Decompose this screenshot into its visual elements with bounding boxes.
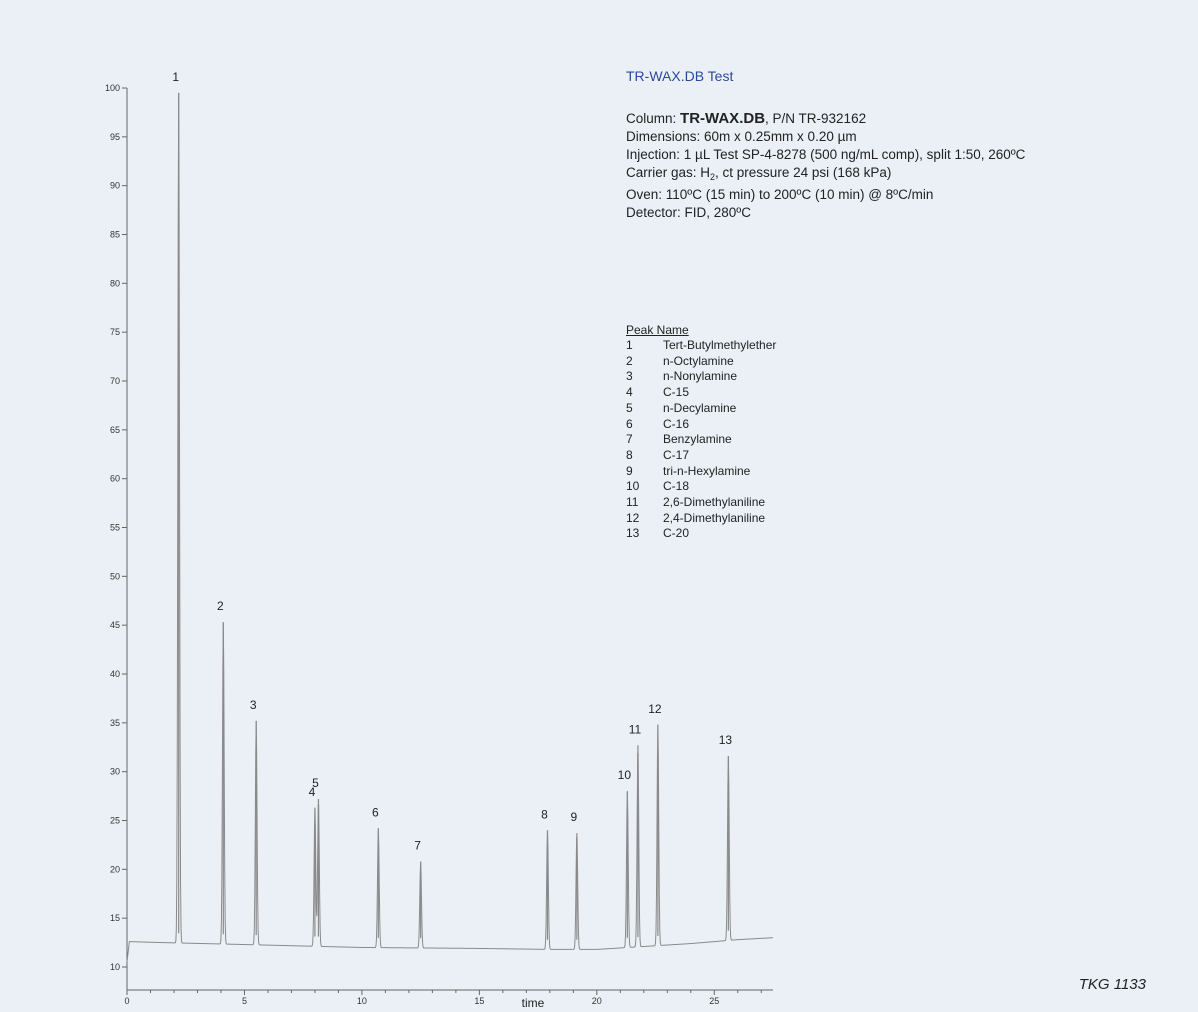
peak-number: 4 [626, 385, 633, 400]
peak-number: 8 [626, 447, 633, 462]
y-tick-label: 10 [110, 962, 120, 972]
peak-table-row: 7 Benzylamine [626, 432, 776, 448]
peak-number: 13 [626, 526, 640, 541]
peak-label: 7 [414, 839, 421, 853]
chromatogram-trace [126, 92, 774, 963]
peak-table-row: 6 C-16 [626, 417, 776, 433]
y-tick-label: 45 [110, 620, 120, 630]
oven-line: Oven: 110ºC (15 min) to 200ºC (10 min) @… [626, 187, 934, 202]
peak-name: C-20 [663, 526, 690, 541]
y-tick-label: 75 [110, 327, 120, 337]
peak-number: 12 [626, 510, 640, 525]
y-tick-label: 50 [110, 571, 120, 581]
x-tick-label: 15 [474, 996, 484, 1006]
injection-line: Injection: 1 µL Test SP-4-8278 (500 ng/m… [626, 147, 1026, 162]
peak-name: C-16 [663, 416, 690, 431]
peak-label: 10 [618, 768, 632, 782]
peak-label: 1 [172, 70, 179, 84]
peak-table-row: 5 n-Decylamine [626, 401, 776, 417]
column-line: Column: TR-WAX.DB, P/N TR-932162 [626, 110, 867, 127]
peak-name: C-17 [663, 447, 690, 462]
peak-table-row: 2 n-Octylamine [626, 354, 776, 370]
column-name: TR-WAX.DB [680, 110, 766, 127]
peak-number: 9 [626, 463, 633, 478]
peak-number: 6 [626, 416, 633, 431]
peak-number: 10 [626, 479, 640, 494]
peak-table-row: 9 tri-n-Hexylamine [626, 464, 776, 480]
peak-table-row: 8 C-17 [626, 448, 776, 464]
peak-name: n-Octylamine [663, 353, 734, 368]
peak-name: tri-n-Hexylamine [663, 463, 751, 478]
peak-name: Tert-Butylmethylether [663, 338, 777, 352]
carrier-gas-line: Carrier gas: H2, ct pressure 24 psi (168… [626, 165, 892, 182]
x-tick-label: 5 [242, 996, 247, 1006]
y-tick-label: 100 [105, 83, 120, 93]
peak-table-header: Peak Name [626, 323, 689, 337]
peak-label: 13 [719, 733, 733, 747]
peak-name: n-Decylamine [663, 400, 737, 415]
x-tick-label: 25 [709, 996, 719, 1006]
y-tick-label: 70 [110, 376, 120, 386]
peak-label: 3 [250, 698, 257, 712]
y-tick-label: 15 [110, 913, 120, 923]
peak-table-row: 11 2,6-Dimethylaniline [626, 495, 776, 511]
peak-label: 8 [541, 807, 548, 821]
peak-table-rows: 1 Tert-Butylmethylether 2 n-Octylamine 3 n-No… [626, 338, 776, 542]
figure-tag: TKG 1133 [1078, 976, 1146, 993]
y-tick-label: 55 [110, 523, 120, 533]
y-tick-label: 40 [110, 669, 120, 679]
peak-label: 5 [312, 776, 319, 790]
method-info: TR-WAX.DB Test Column: TR-WAX.DB, P/N TR… [626, 68, 1186, 222]
peak-label: 2 [217, 599, 224, 613]
peak-table-row: 12 2,4-Dimethylaniline [626, 511, 776, 527]
peak-table-row: 3 n-Nonylamine [626, 369, 776, 385]
peak-table-row: 13 C-20 [626, 526, 776, 542]
peak-label: 12 [648, 702, 662, 716]
peak-number: 5 [626, 400, 633, 415]
y-tick-label: 60 [110, 474, 120, 484]
y-tick-label: 35 [110, 718, 120, 728]
peak-name: C-18 [663, 479, 690, 494]
peak-name: 2,6-Dimethylaniline [663, 495, 766, 510]
peak-number: 1 [626, 338, 633, 352]
detector-line: Detector: FID, 280ºC [626, 205, 751, 220]
y-tick-label: 90 [110, 181, 120, 191]
peak-name: C-15 [663, 385, 690, 400]
peak-number: 3 [626, 369, 633, 384]
y-tick-label: 85 [110, 230, 120, 240]
axes: 1015202530354045505560657075808590951000… [105, 83, 773, 1006]
y-tick-label: 20 [110, 864, 120, 874]
peak-number: 7 [626, 432, 633, 447]
y-tick-label: 65 [110, 425, 120, 435]
peak-label: 9 [571, 810, 578, 824]
peak-label: 11 [629, 722, 642, 736]
x-tick-label: 0 [124, 996, 129, 1006]
x-tick-label: 20 [592, 996, 602, 1006]
peak-number: 2 [626, 353, 633, 368]
peak-label: 4 [309, 785, 316, 799]
dimensions-line: Dimensions: 60m x 0.25mm x 0.20 µm [626, 129, 857, 144]
peak-name: Benzylamine [663, 432, 732, 447]
peak-number: 11 [626, 495, 639, 510]
peak-table-row: 10 C-18 [626, 479, 776, 495]
y-tick-label: 80 [110, 278, 120, 288]
y-tick-label: 25 [110, 816, 120, 826]
peak-table-row: 4 C-15 [626, 385, 776, 401]
test-title: TR-WAX.DB Test [626, 68, 734, 84]
peak-table-row: 1 Tert-Butylmethylether [626, 338, 776, 354]
x-tick-label: 10 [357, 996, 367, 1006]
peak-name: n-Nonylamine [663, 369, 738, 384]
trace-layer [126, 92, 774, 963]
peak-label: 6 [372, 805, 379, 819]
x-axis-title: time [522, 996, 545, 1010]
peak-name: 2,4-Dimethylaniline [663, 510, 766, 525]
y-tick-label: 30 [110, 767, 120, 777]
peak-table: Peak Name 1 Tert-Butylmethylether 2 n-Octyl… [626, 322, 776, 542]
y-tick-label: 95 [110, 132, 120, 142]
